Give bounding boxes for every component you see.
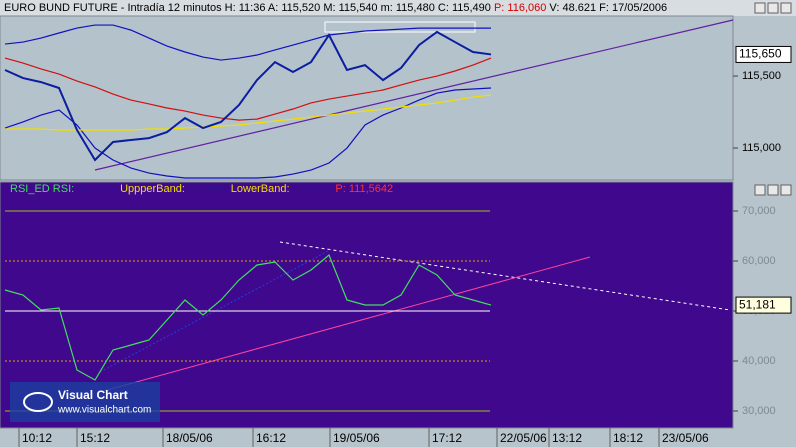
trend-line: [94, 19, 734, 171]
maximize-button[interactable]: [767, 184, 779, 196]
header-part: F: 17/05/2006: [599, 2, 667, 14]
y-tick-label: 40,000: [742, 355, 776, 367]
header-part: LowerBand:: [231, 183, 290, 195]
header-part: 70,0000: [188, 183, 228, 195]
minimize-button[interactable]: [754, 184, 766, 196]
x-tick-label: 22/05/06: [500, 431, 547, 445]
header-part: 30,0000: [293, 183, 333, 195]
trend-line: [279, 241, 731, 311]
header-part: 13,0000: [77, 183, 117, 195]
x-tick-label: 13:12: [552, 431, 582, 445]
header-part: V: 48.621: [549, 2, 596, 14]
header-part: RSI_ED RSI:: [10, 183, 74, 195]
close-button[interactable]: [780, 184, 792, 196]
current-value-box: [735, 45, 792, 63]
minimize-button[interactable]: [754, 2, 766, 14]
pane-header: RSI_ED RSI: 13,0000 UppperBand: 70,0000 …: [10, 183, 393, 195]
x-tick-label: 19/05/06: [333, 431, 380, 445]
y-tick-label: 115,500: [742, 70, 781, 82]
x-tick-label: 10:12: [22, 431, 52, 445]
series-line: [4, 57, 492, 121]
current-value-label: 51,181: [739, 297, 776, 311]
current-value-box: [735, 296, 792, 314]
logo-url: www.visualchart.com: [57, 405, 151, 416]
series-line: [4, 30, 492, 162]
title-bar: [0, 0, 796, 16]
pane-header: EURO BUND FUTURE - Intradía 12 minutos H…: [4, 2, 667, 14]
current-value-label: 115,650: [739, 47, 782, 61]
logo-box: [10, 382, 160, 422]
x-tick-label: 23/05/06: [662, 431, 709, 445]
series-line: [4, 254, 492, 381]
header-part: P: 111,5642: [335, 183, 393, 195]
series-line: [4, 24, 491, 61]
series-line: [5, 94, 492, 131]
logo: Visual Chart www.visualchart.com: [10, 382, 160, 422]
close-button[interactable]: [780, 2, 792, 14]
trend-line: [99, 249, 331, 373]
x-tick-label: 18:12: [613, 431, 643, 445]
x-tick-label: 17:12: [432, 431, 462, 445]
header-part: P: 116,060: [494, 2, 546, 14]
range-box: [324, 21, 476, 33]
y-tick-label: 60,000: [742, 255, 776, 267]
header-part: EURO BUND FUTURE - Intradía 12 minutos H…: [4, 2, 491, 14]
y-tick-label: 115,000: [742, 142, 781, 154]
header-part: UppperBand:: [120, 183, 185, 195]
trend-line: [99, 256, 591, 393]
logo-icon: [23, 392, 53, 412]
logo-title: Visual Chart: [58, 388, 128, 402]
maximize-button[interactable]: [767, 2, 779, 14]
series-line: [4, 87, 492, 179]
x-tick-label: 16:12: [256, 431, 286, 445]
window-buttons: [754, 2, 792, 196]
y-tick-label: 30,000: [742, 405, 776, 417]
y-tick-label: 70,000: [742, 205, 776, 217]
x-tick-label: 15:12: [80, 431, 110, 445]
x-tick-label: 18/05/06: [166, 431, 213, 445]
price-pane: [0, 15, 734, 181]
